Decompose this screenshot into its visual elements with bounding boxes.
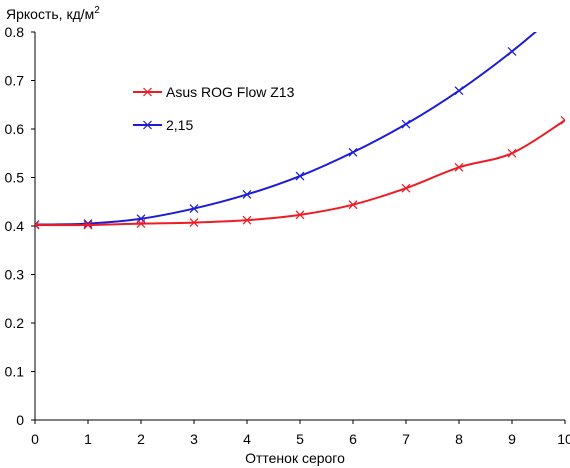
marker-stroke (560, 115, 565, 122)
marker-stroke (348, 200, 358, 210)
y-tick-label: 0 (16, 412, 24, 428)
y-tick-label: 0.2 (5, 315, 25, 331)
marker-stroke (295, 210, 305, 220)
data-point (454, 86, 464, 96)
series-line (35, 32, 538, 226)
marker-stroke (242, 190, 252, 199)
x-axis-ticks: 0 1 2 3 4 5 6 7 8 9 10 (31, 420, 570, 447)
marker-stroke (136, 219, 146, 228)
data-point (242, 190, 252, 199)
marker-stroke (189, 204, 199, 213)
x-tick-label: 7 (402, 431, 410, 447)
legend-item-asus-rog-flow-z13: Asus ROG Flow Z13 (133, 84, 295, 100)
marker-stroke (35, 220, 40, 226)
y-tick-label: 0.7 (5, 73, 25, 89)
marker-stroke (561, 3, 569, 11)
x-tick-label: 3 (190, 431, 198, 447)
data-point (507, 148, 517, 158)
legend: Asus ROG Flow Z13 2,15 (133, 84, 295, 133)
marker-stroke (35, 224, 40, 230)
data-point (295, 210, 305, 220)
legend-label: Asus ROG Flow Z13 (166, 84, 295, 100)
marker-stroke (242, 215, 252, 225)
y-tick-label: 0.6 (5, 121, 25, 137)
y-axis-ticks: 0 0.1 0.2 0.3 0.4 0.5 0.6 0.7 0.8 (5, 24, 35, 428)
x-tick-label: 10 (557, 431, 570, 447)
x-tick-label: 2 (137, 431, 145, 447)
data-point (35, 220, 40, 230)
data-point (454, 162, 464, 172)
data-point (83, 220, 93, 230)
marker-stroke (83, 219, 93, 228)
marker-stroke (561, 3, 569, 11)
marker-stroke (454, 86, 464, 96)
y-axis-label-superscript: 2 (94, 5, 100, 16)
marker-stroke (507, 46, 517, 56)
marker-stroke (295, 171, 305, 181)
series-2-15 (35, 3, 569, 229)
data-point (348, 147, 358, 157)
data-point (83, 219, 93, 228)
data-point (401, 183, 411, 193)
legend-swatch-marker (143, 87, 152, 97)
x-tick-label: 5 (296, 431, 304, 447)
x-tick-label: 4 (243, 431, 251, 447)
marker-stroke (83, 220, 93, 230)
data-point (507, 46, 517, 56)
data-point (560, 115, 565, 125)
marker-stroke (143, 87, 152, 97)
x-tick-label: 1 (84, 431, 92, 447)
legend-label: 2,15 (166, 117, 193, 133)
legend-swatch-marker (143, 120, 152, 130)
data-point (136, 219, 146, 228)
data-point (242, 215, 252, 225)
y-tick-label: 0.8 (5, 24, 25, 40)
series-asus-rog-flow-z13 (35, 115, 565, 230)
y-tick-label: 0.4 (5, 218, 25, 234)
marker-stroke (560, 119, 565, 125)
marker-stroke (507, 148, 517, 158)
series-layer (35, 3, 569, 230)
data-point (401, 119, 411, 129)
x-axis-label: Оттенок серого (245, 450, 345, 466)
marker-stroke (189, 218, 199, 228)
data-point (189, 204, 199, 213)
series-line (35, 119, 565, 227)
data-point (561, 3, 569, 11)
data-point (348, 200, 358, 210)
x-tick-label: 8 (455, 431, 463, 447)
x-tick-label: 9 (508, 431, 516, 447)
data-point (189, 218, 199, 228)
x-tick-label: 6 (349, 431, 357, 447)
y-tick-label: 0.3 (5, 267, 25, 283)
marker-stroke (348, 147, 358, 157)
legend-item-2-15: 2,15 (133, 117, 193, 133)
marker-stroke (401, 119, 411, 129)
y-axis-label-main: Яркость, кд/м (6, 6, 94, 22)
y-axis-label: Яркость, кд/м2 (6, 5, 100, 22)
marker-stroke (454, 162, 464, 172)
x-tick-label: 0 (31, 431, 39, 447)
marker-stroke (143, 120, 152, 130)
y-tick-label: 0.5 (5, 170, 25, 186)
axes (34, 32, 565, 421)
y-tick-label: 0.1 (5, 364, 25, 380)
marker-stroke (401, 183, 411, 193)
data-point (295, 171, 305, 181)
